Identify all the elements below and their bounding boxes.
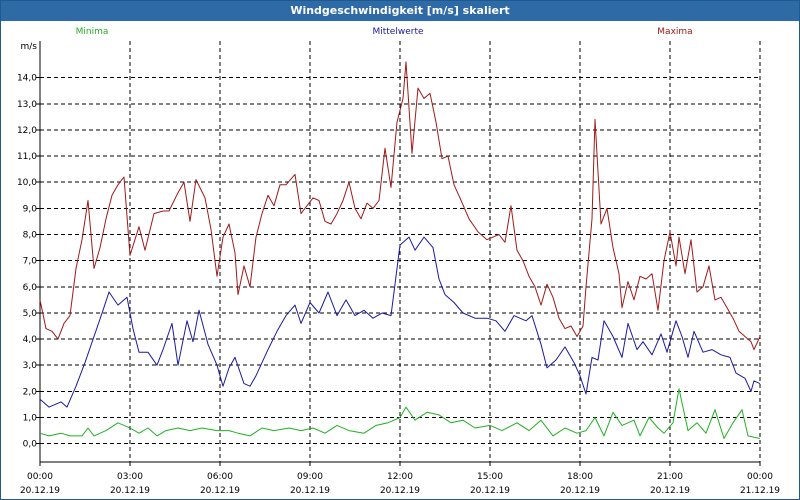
x-tick-time-label: 00:00: [747, 472, 773, 482]
y-tick-label: 1,0: [23, 414, 38, 424]
y-tick-label: 6,0: [23, 283, 38, 293]
series-line-maxima: [39, 61, 761, 351]
y-tick-label: 13,0: [17, 100, 37, 110]
x-tick-time-label: 06:00: [207, 472, 233, 482]
y-tick-label: 4,0: [23, 335, 38, 345]
x-tick-date-label: 20.12.19: [650, 486, 690, 496]
window-title: Windgeschwindigkeit [m/s] skaliert: [1, 1, 799, 21]
x-tick-date-label: 20.12.19: [560, 486, 600, 496]
y-tick-label: 2,0: [23, 387, 38, 397]
x-tick-date-label: 20.12.19: [20, 486, 60, 496]
x-tick-time-label: 18:00: [567, 472, 593, 482]
x-tick-date-label: 20.12.19: [380, 486, 420, 496]
x-tick-time-label: 12:00: [387, 472, 413, 482]
y-tick-label: 0,0: [23, 440, 38, 450]
x-tick-time-label: 00:00: [27, 472, 53, 482]
x-tick-date-label: 20.12.19: [290, 486, 330, 496]
y-axis-label: m/s: [21, 42, 38, 52]
x-tick-time-label: 15:00: [477, 472, 503, 482]
legend-maxima: Maxima: [657, 27, 692, 37]
legend-mittelwerte: Mittelwerte: [372, 27, 423, 37]
y-tick-label: 3,0: [23, 361, 38, 371]
series-line-minima: [39, 388, 761, 439]
x-tick-time-label: 03:00: [117, 472, 143, 482]
y-tick-label: 14,0: [17, 74, 37, 84]
y-tick-label: 12,0: [17, 126, 37, 136]
x-tick-date-label: 21.12.19: [740, 486, 780, 496]
y-tick-label: 5,0: [23, 309, 38, 319]
legend-minima: Minima: [76, 27, 109, 37]
x-tick-date-label: 20.12.19: [200, 486, 240, 496]
x-tick-time-label: 09:00: [297, 472, 323, 482]
y-tick-label: 9,0: [23, 204, 38, 214]
x-tick-date-label: 20.12.19: [110, 486, 150, 496]
y-tick-label: 7,0: [23, 257, 38, 267]
x-tick-time-label: 21:00: [657, 472, 683, 482]
y-tick-label: 10,0: [17, 178, 37, 188]
y-tick-label: 8,0: [23, 231, 38, 241]
x-tick-date-label: 20.12.19: [470, 486, 510, 496]
y-tick-label: 11,0: [17, 152, 37, 162]
series-line-mittelwerte: [39, 236, 761, 408]
